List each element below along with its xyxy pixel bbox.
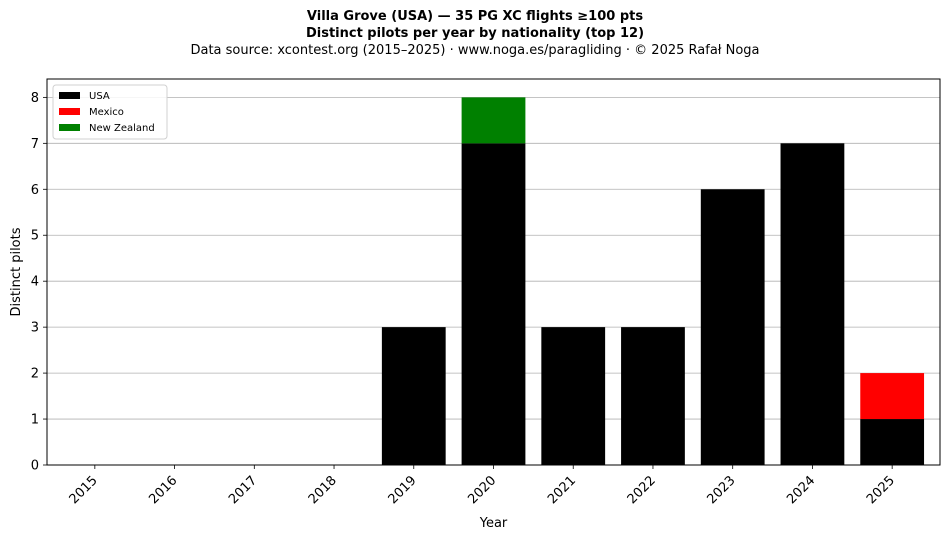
bar-segment [700,189,765,466]
x-tick-label: 2025 [864,473,898,507]
chart-title-line-1: Villa Grove (USA) — 35 PG XC flights ≥10… [306,9,644,24]
legend-swatch [59,108,80,115]
chart-title-block: Villa Grove (USA) — 35 PG XC flights ≥10… [0,8,950,59]
y-axis-label: Distinct pilots [9,227,24,316]
x-tick-label: 2020 [465,473,499,507]
x-tick-label: 2023 [705,473,739,507]
y-tick-label: 5 [31,229,39,244]
legend: USA Mexico New Zealand [52,84,168,140]
y-axis-ticks: 0 1 2 3 4 5 6 7 8 [31,91,47,474]
chart-title-line-2: Distinct pilots per year by nationality … [305,26,645,41]
x-tick-label: 2021 [545,473,579,507]
legend-label: New Zealand [89,123,155,134]
x-axis-ticks: 2015 2016 2017 2018 2019 2020 2021 2022 2023 2024… [67,465,898,507]
x-tick-label: 2015 [67,473,101,507]
legend-swatch [59,124,80,131]
chart-subtitle: Data source: xcontest.org (2015–2025) · … [190,43,760,58]
y-tick-label: 7 [31,137,39,152]
bars [381,97,925,466]
y-tick-label: 6 [31,183,39,198]
x-tick-label: 2017 [226,473,260,507]
bar-segment [860,373,925,420]
legend-swatch [59,92,80,99]
bar-segment [541,327,606,465]
bar-segment [461,143,526,466]
x-tick-label: 2018 [306,473,340,507]
x-axis-label: Year [479,516,508,531]
y-tick-label: 3 [31,321,39,336]
legend-frame [52,84,168,140]
y-tick-label: 4 [31,275,39,290]
x-tick-label: 2019 [386,473,420,507]
bar-segment [621,327,685,465]
bar-segment [461,97,526,144]
bar-segment [780,143,845,466]
x-tick-label: 2016 [146,473,180,507]
legend-label: USA [89,91,110,102]
bar-segment [381,327,446,465]
legend-label: Mexico [89,107,124,118]
y-tick-label: 0 [31,459,39,474]
bar-segment [860,419,925,465]
y-tick-label: 8 [31,91,39,106]
x-tick-label: 2024 [784,473,818,507]
x-tick-label: 2022 [625,473,659,507]
y-tick-label: 1 [31,413,39,428]
y-tick-label: 2 [31,367,39,382]
